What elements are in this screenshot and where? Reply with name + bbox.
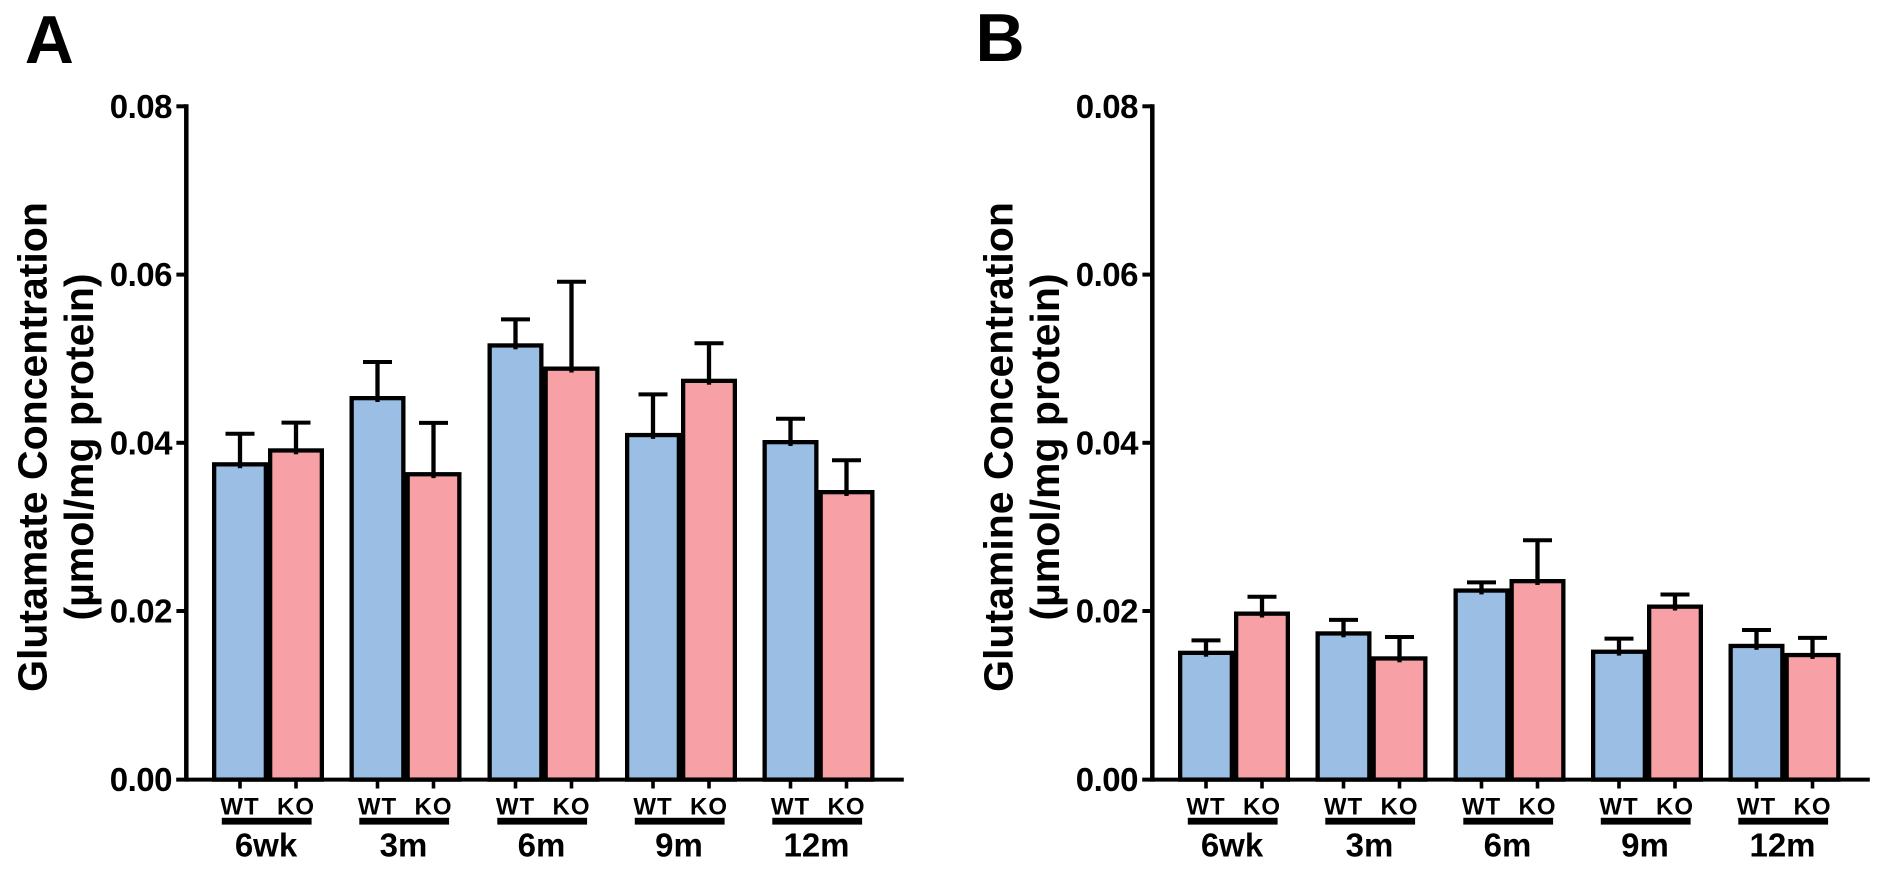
svg-text:0.04: 0.04 xyxy=(110,424,173,461)
svg-text:0.02: 0.02 xyxy=(110,593,172,630)
svg-text:6m: 6m xyxy=(518,827,566,864)
svg-text:KO: KO xyxy=(553,794,591,821)
svg-text:WT: WT xyxy=(771,794,810,821)
svg-text:KO: KO xyxy=(1519,794,1557,821)
svg-text:WT: WT xyxy=(1186,794,1225,821)
svg-text:0.00: 0.00 xyxy=(1076,761,1138,798)
svg-text:A: A xyxy=(25,2,74,78)
svg-text:0.06: 0.06 xyxy=(1076,256,1138,293)
svg-text:0.08: 0.08 xyxy=(1076,88,1138,125)
svg-text:0.00: 0.00 xyxy=(110,761,172,798)
svg-text:WT: WT xyxy=(1462,794,1501,821)
svg-text:KO: KO xyxy=(828,794,866,821)
svg-text:WT: WT xyxy=(220,794,259,821)
svg-text:(µmol/mg protein): (µmol/mg protein) xyxy=(1022,273,1068,620)
svg-text:6wk: 6wk xyxy=(1201,827,1264,864)
svg-text:KO: KO xyxy=(690,794,728,821)
svg-text:9m: 9m xyxy=(655,827,703,864)
svg-text:KO: KO xyxy=(277,794,315,821)
svg-text:Glutamate Concentration: Glutamate Concentration xyxy=(10,202,56,692)
svg-text:KO: KO xyxy=(1656,794,1694,821)
svg-text:0.04: 0.04 xyxy=(1076,424,1139,461)
svg-text:B: B xyxy=(976,0,1025,76)
svg-text:12m: 12m xyxy=(783,827,849,864)
svg-text:KO: KO xyxy=(415,794,453,821)
svg-text:0.06: 0.06 xyxy=(110,256,172,293)
svg-text:6m: 6m xyxy=(1484,827,1532,864)
svg-text:KO: KO xyxy=(1381,794,1419,821)
svg-text:WT: WT xyxy=(1599,794,1638,821)
svg-text:KO: KO xyxy=(1243,794,1281,821)
svg-text:12m: 12m xyxy=(1749,827,1815,864)
svg-text:KO: KO xyxy=(1794,794,1832,821)
svg-text:WT: WT xyxy=(496,794,535,821)
svg-text:6wk: 6wk xyxy=(235,827,298,864)
svg-text:0.08: 0.08 xyxy=(110,88,172,125)
svg-text:WT: WT xyxy=(1324,794,1363,821)
svg-text:Glutamine Concentration: Glutamine Concentration xyxy=(976,202,1022,692)
svg-text:WT: WT xyxy=(633,794,672,821)
svg-text:WT: WT xyxy=(1737,794,1776,821)
svg-text:WT: WT xyxy=(358,794,397,821)
svg-text:3m: 3m xyxy=(1346,827,1394,864)
svg-text:3m: 3m xyxy=(380,827,428,864)
svg-text:(µmol/mg protein): (µmol/mg protein) xyxy=(56,273,102,620)
svg-text:9m: 9m xyxy=(1621,827,1669,864)
svg-text:0.02: 0.02 xyxy=(1076,593,1138,630)
